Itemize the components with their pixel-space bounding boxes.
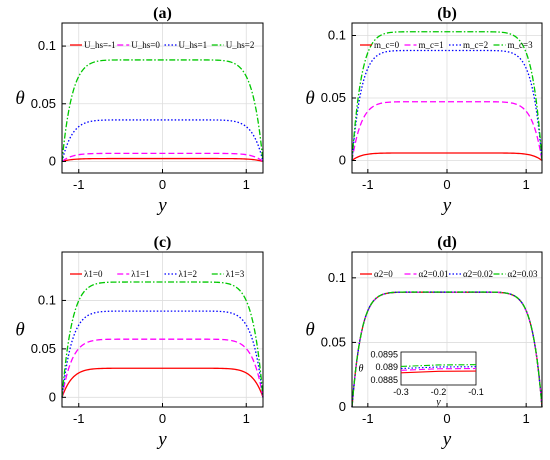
y-axis-label: θ: [15, 320, 24, 341]
y-tick-label: 0.05: [321, 90, 346, 105]
x-tick-label: 0: [443, 177, 450, 192]
x-tick-label: 0: [443, 411, 450, 426]
series-line-3: [61, 59, 264, 162]
y-tick-label: 0: [339, 153, 346, 168]
inset-x-tick-label: -0.3: [393, 387, 409, 397]
panel-title: (a): [153, 5, 172, 22]
x-tick-label: -1: [362, 177, 374, 192]
series-line-1: [61, 338, 264, 398]
inset-series-line-3: [400, 364, 477, 368]
inset-frame: [400, 351, 477, 386]
panel-c: -1 0 1 0 0.05 0.1 (c) y θ λ1=0 λ1=1 λ1=2 λ1=3: [15, 234, 264, 450]
panel-title: (b): [437, 5, 457, 22]
x-tick-label: 1: [243, 177, 250, 192]
y-tick-label: 0.05: [321, 334, 346, 349]
y-tick-label: 0: [49, 389, 56, 404]
x-tick-label: 1: [523, 177, 530, 192]
legend-label: m_c=3: [508, 40, 534, 50]
legend-label: λ1=2: [179, 269, 197, 279]
y-tick-label: 0.05: [31, 96, 56, 111]
series-line-0: [61, 367, 264, 398]
inset-plot: -0.3 -0.2 -0.1 0.0885 0.089 0.0895 y θ: [359, 350, 484, 408]
series-line-3: [351, 291, 543, 408]
x-tick-label: -1: [362, 411, 374, 426]
x-tick-label: 1: [523, 411, 530, 426]
legend-label: α2=0.03: [508, 269, 539, 279]
x-axis-label: y: [156, 195, 167, 216]
inset-x-tick-label: -0.1: [468, 387, 484, 397]
x-tick-label: 0: [159, 177, 166, 192]
y-tick-label: 0.1: [38, 292, 56, 307]
inset-x-axis-label: y: [435, 397, 441, 408]
y-tick-label: 0.1: [38, 38, 56, 53]
y-tick-label: 0.1: [328, 270, 346, 285]
series-line-0: [351, 152, 543, 162]
x-axis-label: y: [441, 195, 452, 216]
y-axis-label: θ: [305, 88, 314, 109]
legend-label: U_hs=2: [226, 40, 255, 50]
series-line-2: [61, 119, 264, 162]
legend-label: λ1=1: [131, 269, 149, 279]
inset-y-tick-label: 0.0885: [370, 375, 398, 385]
x-axis-label: y: [441, 429, 452, 450]
y-axis-label: θ: [305, 320, 314, 341]
inset-series-line-0: [400, 370, 477, 374]
legend-label: m_c=0: [374, 40, 400, 50]
legend-label: α2=0.02: [463, 269, 493, 279]
panel-b: -1 0 1 0 0.05 0.1 (b) y θ m_c=0 m_c=1 m_c=2 m_c=3: [305, 5, 543, 216]
inset-y-axis-label: θ: [359, 364, 364, 375]
inset-series-line-1: [400, 367, 477, 371]
series-line-3: [61, 281, 264, 398]
y-tick-label: 0.05: [31, 341, 56, 356]
y-axis-label: θ: [15, 88, 24, 109]
series-line-1: [61, 152, 264, 162]
x-tick-label: 0: [159, 411, 166, 426]
legend-label: α2=0: [374, 269, 393, 279]
legend-label: α2=0.01: [419, 269, 449, 279]
legend-label: U_hs=1: [179, 40, 208, 50]
inset-y-tick-label: 0.0895: [370, 350, 398, 360]
panel-d: -1 0 1 0 0.05 0.1 (d) y θ α2=0 α2=0.01 α2=0.02 α2=0.…: [305, 234, 543, 450]
panel-title: (c): [154, 234, 172, 251]
legend-label: U_hs=0: [131, 40, 160, 50]
series-line-0: [61, 157, 264, 163]
y-tick-label: 0: [339, 399, 346, 414]
x-tick-label: 1: [243, 411, 250, 426]
x-tick-label: -1: [73, 177, 85, 192]
legend-label: λ1=3: [226, 269, 245, 279]
y-tick-label: 0.1: [328, 28, 346, 43]
legend-label: λ1=0: [84, 269, 103, 279]
legend-label: m_c=1: [419, 40, 444, 50]
y-tick-label: 0: [49, 153, 56, 168]
series-line-2: [351, 291, 543, 408]
legend-label: U_hs=-1: [84, 40, 116, 50]
series-line-3: [351, 31, 543, 161]
inset-x-tick-label: -0.2: [431, 387, 447, 397]
panel-title: (d): [437, 234, 457, 251]
x-axis-label: y: [156, 429, 167, 450]
inset-y-tick-label: 0.089: [375, 362, 398, 372]
panel-a: -1 0 1 0 0.05 0.1 (a) y θ U_hs=-1 U_hs=0 U_hs=1 U_hs…: [15, 5, 264, 216]
legend-label: m_c=2: [463, 40, 488, 50]
x-tick-label: -1: [73, 411, 85, 426]
